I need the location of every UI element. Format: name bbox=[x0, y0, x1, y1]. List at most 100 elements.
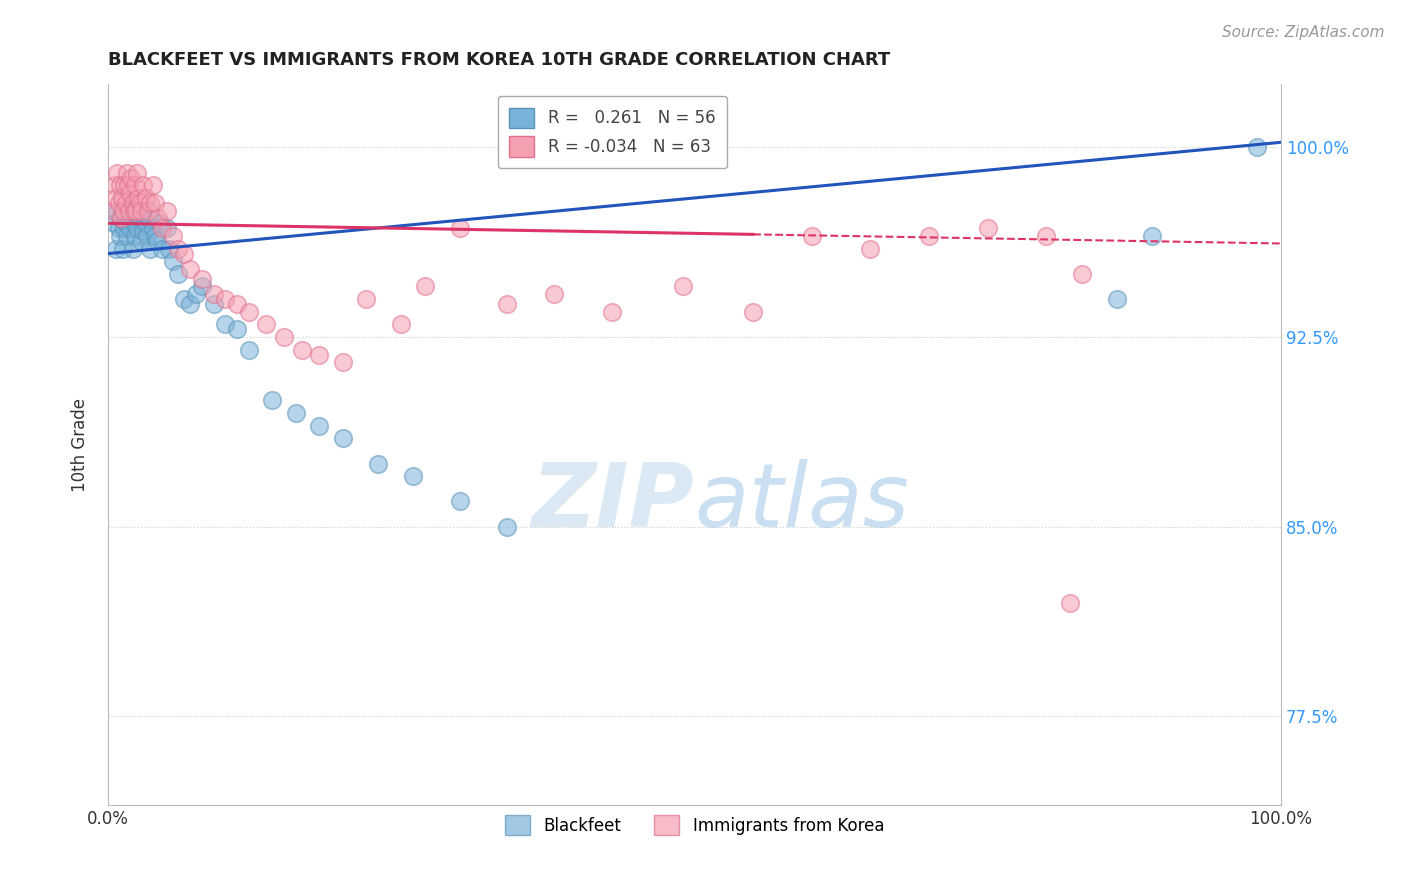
Point bbox=[110, 211, 132, 226]
Point bbox=[136, 203, 159, 218]
Point bbox=[128, 211, 150, 226]
Point bbox=[143, 196, 166, 211]
Point bbox=[495, 520, 517, 534]
Point bbox=[142, 221, 165, 235]
Point bbox=[1035, 228, 1057, 243]
Point bbox=[120, 170, 142, 185]
Point bbox=[602, 305, 624, 319]
Point bbox=[118, 203, 141, 218]
Point bbox=[127, 191, 149, 205]
Text: ZIP: ZIP bbox=[531, 458, 695, 546]
Point bbox=[449, 494, 471, 508]
Point bbox=[135, 228, 157, 243]
Point bbox=[449, 221, 471, 235]
Point bbox=[226, 322, 249, 336]
Point bbox=[120, 221, 142, 235]
Point bbox=[118, 203, 141, 218]
Point bbox=[108, 211, 131, 226]
Point bbox=[308, 348, 330, 362]
Point bbox=[127, 203, 149, 218]
Point bbox=[121, 196, 143, 211]
Point bbox=[157, 242, 180, 256]
Point bbox=[107, 196, 129, 211]
Text: BLACKFEET VS IMMIGRANTS FROM KOREA 10TH GRADE CORRELATION CHART: BLACKFEET VS IMMIGRANTS FROM KOREA 10TH … bbox=[108, 51, 890, 69]
Point bbox=[918, 228, 941, 243]
Y-axis label: 10th Grade: 10th Grade bbox=[72, 398, 89, 491]
Point bbox=[238, 305, 260, 319]
Point bbox=[672, 279, 695, 293]
Point bbox=[117, 178, 139, 193]
Point bbox=[148, 211, 170, 226]
Legend: Blackfeet, Immigrants from Korea: Blackfeet, Immigrants from Korea bbox=[496, 806, 893, 844]
Point bbox=[135, 216, 157, 230]
Point bbox=[120, 211, 142, 226]
Point bbox=[125, 203, 148, 218]
Point bbox=[1059, 596, 1081, 610]
Point bbox=[184, 287, 207, 301]
Point bbox=[1105, 292, 1128, 306]
Point bbox=[142, 178, 165, 193]
Point bbox=[112, 203, 135, 218]
Point bbox=[402, 469, 425, 483]
Point bbox=[167, 242, 190, 256]
Point bbox=[389, 318, 412, 332]
Point bbox=[122, 216, 145, 230]
Point bbox=[128, 196, 150, 211]
Point bbox=[107, 221, 129, 235]
Point bbox=[114, 216, 136, 230]
Point bbox=[132, 203, 155, 218]
Text: atlas: atlas bbox=[695, 459, 910, 545]
Point bbox=[132, 178, 155, 193]
Point bbox=[162, 254, 184, 268]
Point bbox=[112, 178, 135, 193]
Point bbox=[254, 318, 277, 332]
Point bbox=[135, 191, 157, 205]
Point bbox=[127, 166, 149, 180]
Point bbox=[308, 418, 330, 433]
Point bbox=[127, 221, 149, 235]
Point bbox=[179, 297, 201, 311]
Point bbox=[129, 234, 152, 248]
Point bbox=[111, 191, 134, 205]
Point bbox=[103, 203, 125, 218]
Point bbox=[290, 343, 312, 357]
Point bbox=[367, 457, 389, 471]
Point bbox=[105, 166, 128, 180]
Point bbox=[132, 224, 155, 238]
Point bbox=[191, 272, 214, 286]
Point bbox=[112, 242, 135, 256]
Point bbox=[173, 246, 195, 260]
Point bbox=[354, 292, 377, 306]
Point bbox=[173, 292, 195, 306]
Point bbox=[167, 267, 190, 281]
Point bbox=[104, 178, 127, 193]
Point bbox=[108, 178, 131, 193]
Point bbox=[1070, 267, 1092, 281]
Point bbox=[859, 242, 882, 256]
Point bbox=[238, 343, 260, 357]
Point bbox=[202, 287, 225, 301]
Point bbox=[191, 279, 214, 293]
Point bbox=[108, 228, 131, 243]
Point bbox=[977, 221, 1000, 235]
Point bbox=[105, 191, 128, 205]
Point bbox=[543, 287, 565, 301]
Point bbox=[202, 297, 225, 311]
Point bbox=[105, 203, 128, 218]
Point bbox=[495, 297, 517, 311]
Point bbox=[162, 228, 184, 243]
Point bbox=[111, 203, 134, 218]
Point bbox=[122, 203, 145, 218]
Point bbox=[262, 393, 284, 408]
Point bbox=[226, 297, 249, 311]
Point bbox=[332, 355, 354, 369]
Point bbox=[150, 242, 173, 256]
Point bbox=[143, 228, 166, 243]
Point bbox=[114, 196, 136, 211]
Point bbox=[413, 279, 436, 293]
Point bbox=[149, 216, 172, 230]
Point bbox=[146, 234, 169, 248]
Point bbox=[214, 318, 236, 332]
Point bbox=[103, 216, 125, 230]
Point bbox=[124, 228, 146, 243]
